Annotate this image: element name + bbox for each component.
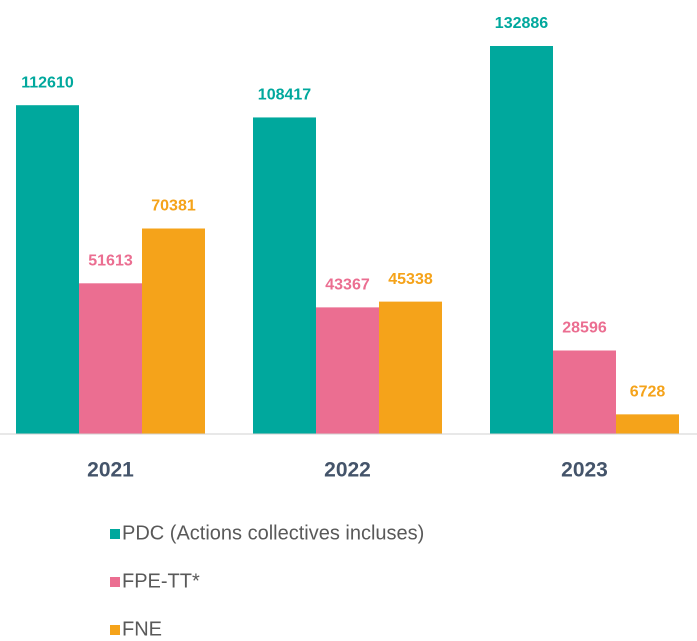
value-label: 112610 — [21, 74, 74, 91]
value-label: 6728 — [630, 384, 666, 401]
value-label: 70381 — [151, 198, 196, 215]
legend-label: FPE-TT* — [122, 570, 200, 592]
x-tick-label: 2023 — [561, 459, 608, 482]
legend-label: PDC (Actions collectives incluses) — [122, 522, 424, 544]
legend-label: FNE — [122, 618, 162, 640]
x-tick-label: 2021 — [87, 459, 134, 482]
value-label: 45338 — [388, 271, 433, 288]
value-label: 51613 — [88, 253, 133, 270]
value-label: 108417 — [258, 87, 311, 104]
bar — [490, 46, 553, 434]
legend-swatch — [110, 577, 120, 587]
bar — [253, 117, 316, 434]
x-tick-label: 2022 — [324, 459, 371, 482]
bar — [16, 105, 79, 434]
legend-swatch — [110, 625, 120, 635]
bar — [142, 228, 205, 434]
bar — [379, 301, 442, 434]
legend-swatch — [110, 529, 120, 539]
value-label: 132886 — [495, 15, 548, 32]
value-label: 43367 — [325, 277, 370, 294]
bar — [79, 283, 142, 434]
bar — [553, 350, 616, 434]
value-label: 28596 — [562, 320, 607, 337]
bar — [616, 414, 679, 434]
bar — [316, 307, 379, 434]
